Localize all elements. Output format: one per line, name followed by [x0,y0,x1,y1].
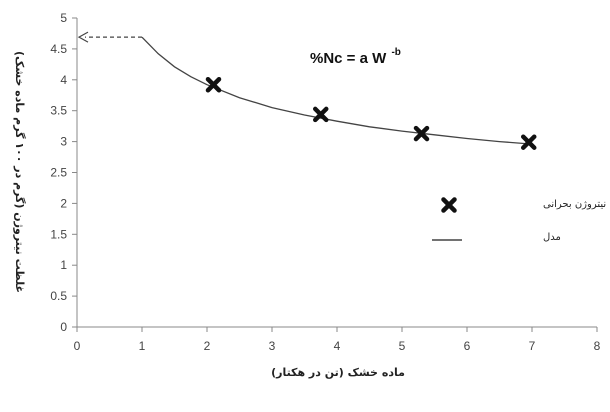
x-tick-label: 4 [334,339,341,353]
y-tick-label: 0.5 [50,289,67,303]
x-tick-label: 3 [269,339,276,353]
model-curve [141,36,533,145]
x-tick-label: 0 [74,339,81,353]
y-tick-label: 1.5 [50,227,67,241]
plateau-arrowhead [77,31,89,43]
y-axis-title: غلظت نیتروژن (گرم در ۱۰۰ گرم ماده خشک) [13,51,26,293]
legend-label-model: مدل [543,232,561,243]
y-tick-label: 3.5 [50,104,67,118]
y-tick-label: 4.5 [50,42,67,56]
critical-point [205,76,222,93]
y-tick-label: 2.5 [50,166,67,180]
plateau-dashed-arrow [77,31,142,43]
legend-marker-critical [441,197,457,213]
y-tick-label: 5 [60,11,67,25]
legend: نقطه نیتروژن بحرانی مدل [432,197,610,243]
legend-x-marker [441,197,457,213]
model-curve-group [141,36,533,145]
y-tick-label: 0 [60,320,67,334]
y-axis-ticks: 0 0.5 1 1.5 2 2.5 3 3.5 4 4.5 5 [50,11,77,334]
y-tick-label: 1 [60,258,67,272]
legend-label-critical: نقطه نیتروژن بحرانی [543,199,610,210]
critical-points-group [205,76,537,150]
critical-point [413,125,430,142]
y-tick-label: 2 [60,196,67,210]
x-tick-label: 7 [529,339,536,353]
equation-base: %Nc = a W [310,50,387,67]
equation: %Nc = a W -b [310,47,401,67]
x-tick-label: 8 [594,339,601,353]
x-axis-title: ماده خشک (تن در هکتار) [271,366,405,379]
y-tick-label: 3 [60,135,67,149]
equation-exponent: -b [391,47,400,58]
x-tick-label: 2 [204,339,211,353]
critical-point [313,106,329,123]
x-tick-label: 5 [399,339,406,353]
x-tick-label: 1 [139,339,146,353]
x-tick-label: 6 [464,339,471,353]
x-axis-ticks: 0 1 2 3 4 5 6 7 8 [74,327,601,353]
y-tick-label: 4 [60,73,67,87]
critical-point [521,134,537,150]
